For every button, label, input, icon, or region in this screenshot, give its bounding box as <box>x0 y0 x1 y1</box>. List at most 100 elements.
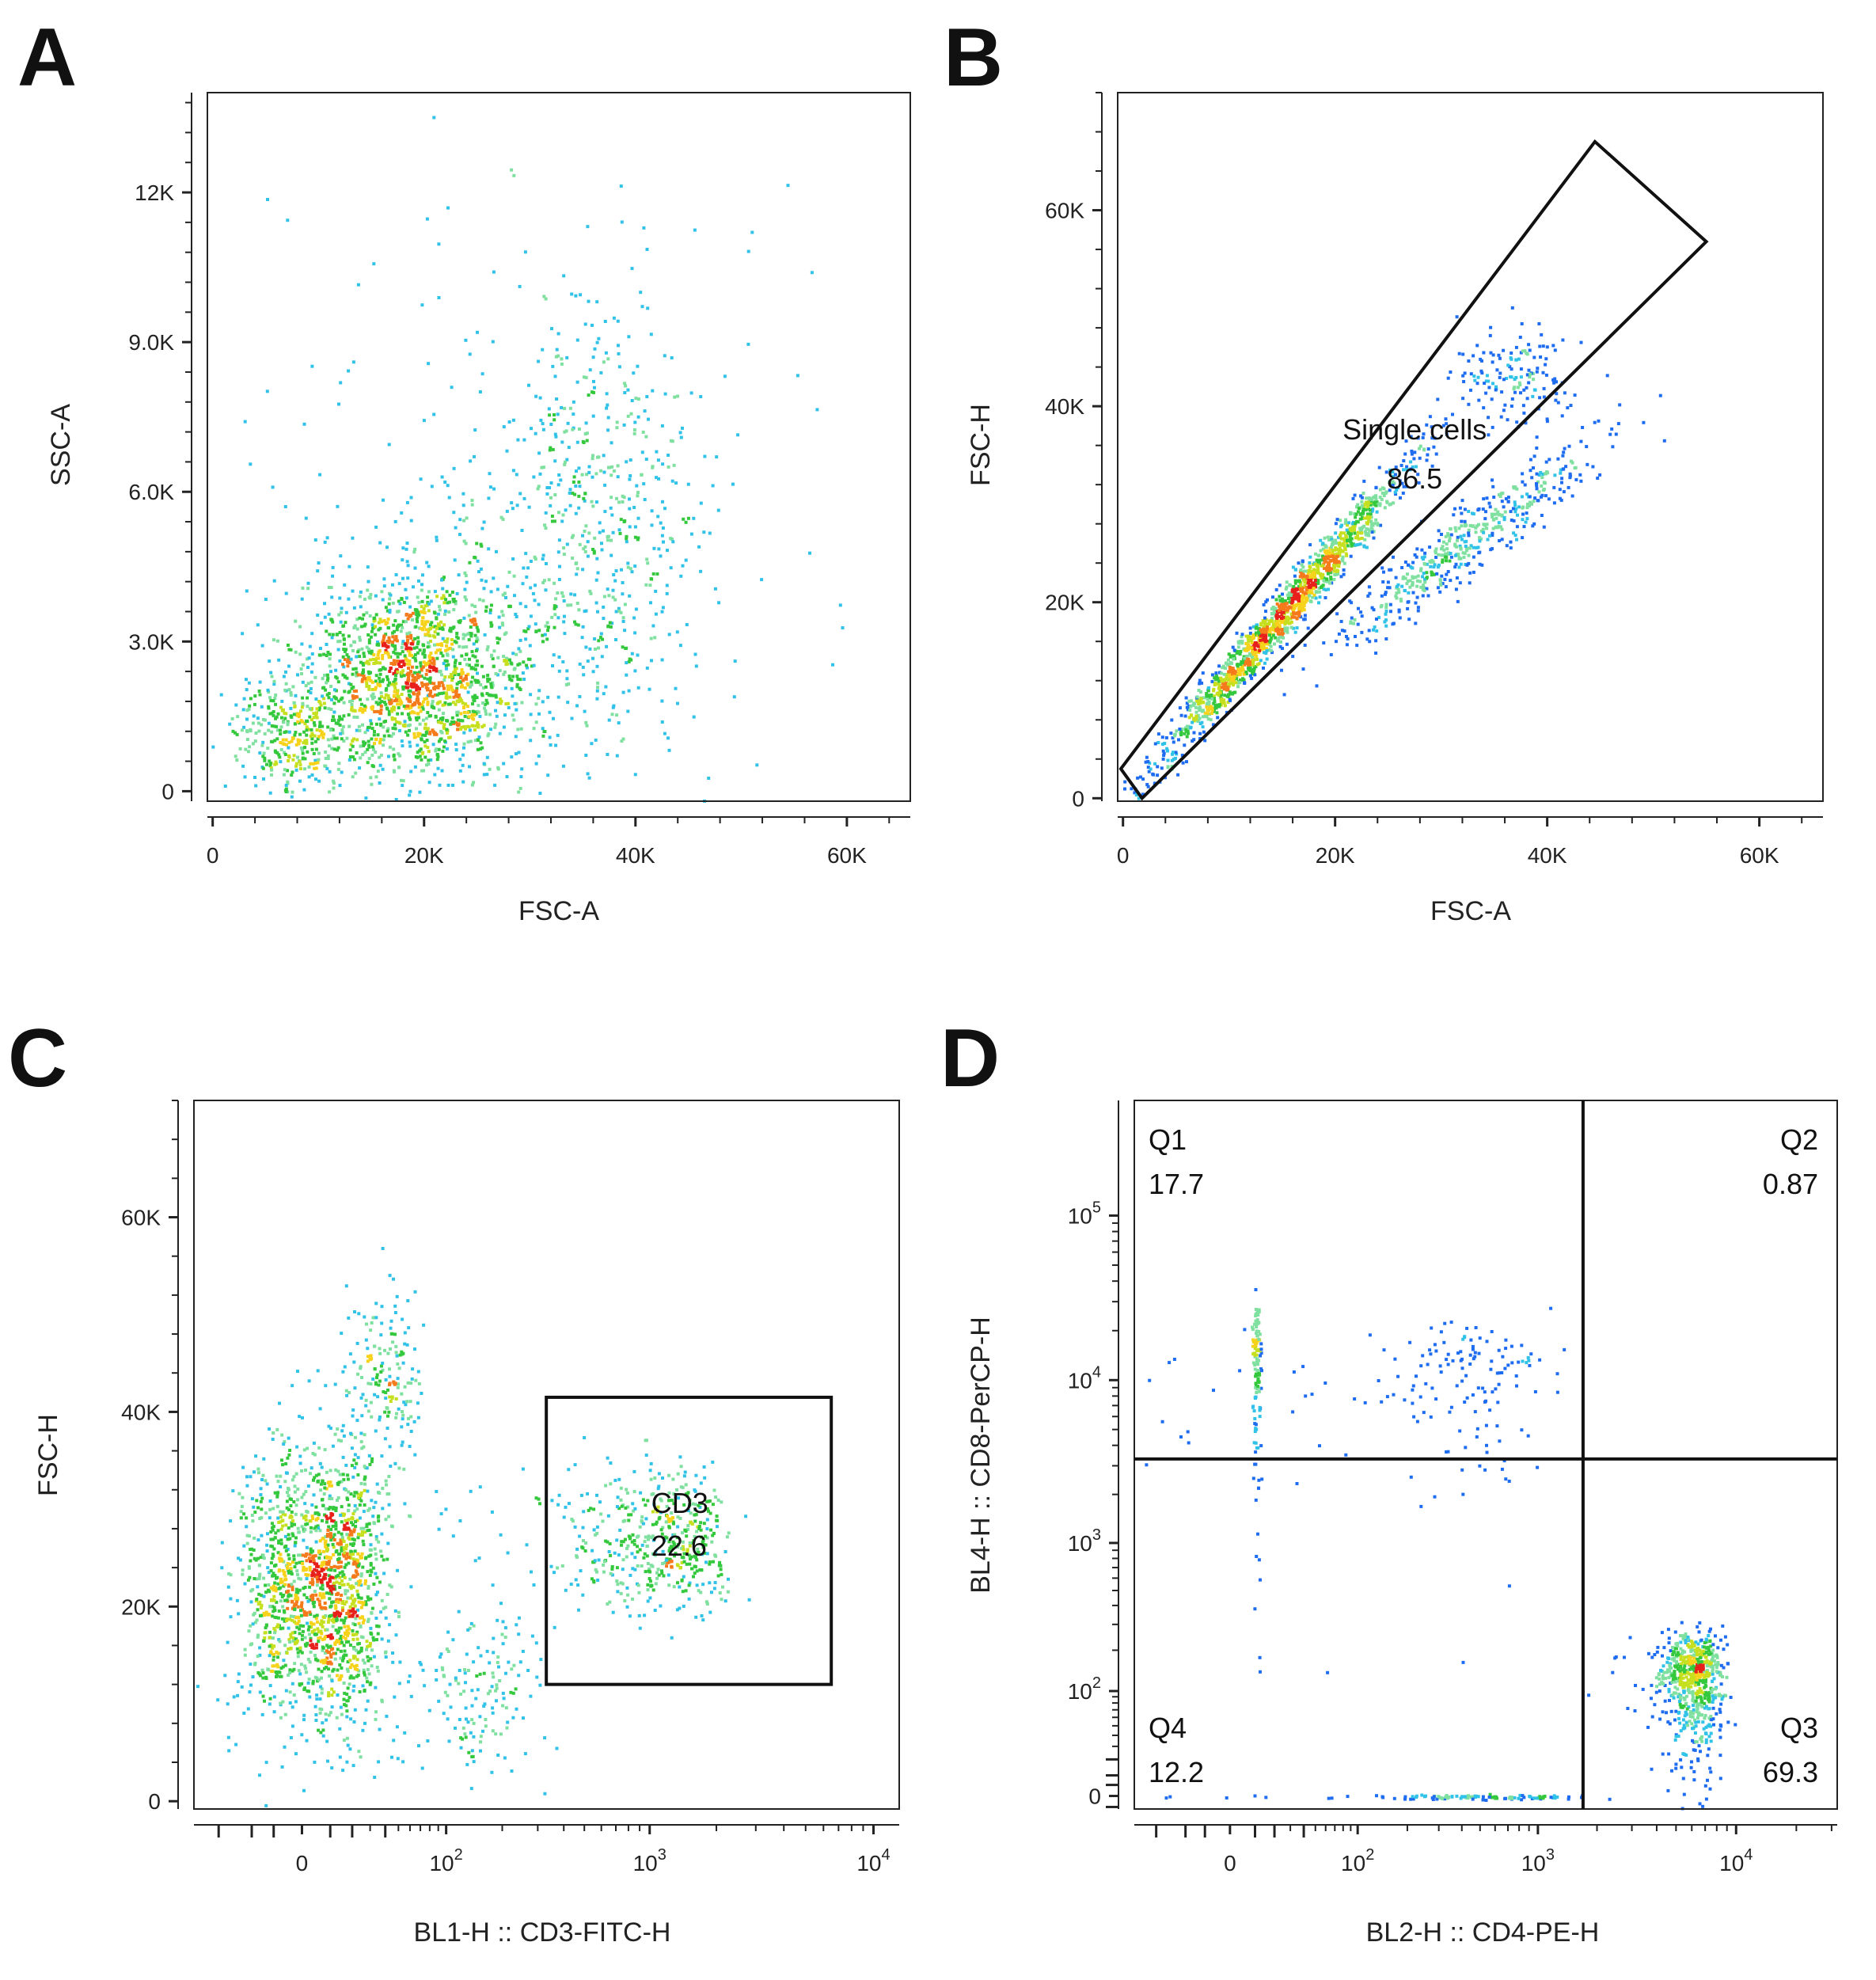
panel-a-event-dot <box>606 538 610 542</box>
panel-a-event-dot <box>498 732 502 735</box>
panel-a-event-dot <box>587 299 591 303</box>
panel-a-event-dot <box>394 682 398 686</box>
panel-a-event-dot <box>644 583 648 587</box>
panel-a-event-dot <box>256 721 260 725</box>
panel-b-event-dot <box>1535 487 1539 491</box>
panel-a-event-dot <box>366 697 370 701</box>
panel-b-event-dot <box>1298 587 1302 591</box>
panel-a-event-dot <box>560 519 564 523</box>
panel-b-event-dot <box>1178 728 1182 731</box>
panel-a-event-dot <box>708 531 712 535</box>
panel-b-event-dot <box>1175 729 1179 733</box>
panel-a-event-dot <box>605 406 609 410</box>
panel-a-event-dot <box>367 649 371 653</box>
panel-b-event-dot <box>1498 356 1502 360</box>
panel-b-event-dot <box>1509 540 1513 544</box>
panel-b-event-dot <box>1491 485 1495 488</box>
panel-a-event-dot <box>321 724 325 728</box>
panel-a-event-dot <box>554 743 558 747</box>
panel-a-event-dot <box>219 693 223 697</box>
panel-b-event-dot <box>1286 615 1289 619</box>
panel-a-event-dot <box>269 698 273 702</box>
panel-b-event-dot <box>1278 595 1282 599</box>
panel-b-event-dot <box>1328 555 1332 558</box>
panel-a-event-dot <box>392 747 396 751</box>
panel-a-event-dot <box>326 651 330 654</box>
panel-b-event-dot <box>1235 631 1239 635</box>
panel-a-event-dot <box>325 693 329 697</box>
panel-a-event-dot <box>381 656 385 660</box>
panel-b-event-dot <box>1141 792 1145 796</box>
panel-a-event-dot <box>329 586 333 590</box>
panel-a-event-dot <box>309 687 313 690</box>
panel-b-event-dot <box>1323 596 1327 599</box>
panel-b-event-dot <box>1498 375 1502 379</box>
panel-a-event-dot <box>359 697 363 701</box>
panel-a-event-dot <box>242 697 246 701</box>
panel-a-event-dot <box>272 638 275 642</box>
panel-b-event-dot <box>1555 392 1559 396</box>
panel-a-event-dot <box>494 695 498 699</box>
panel-a-event-dot <box>306 682 310 686</box>
panel-a-event-dot <box>352 606 356 610</box>
panel-a-event-dot <box>331 574 335 578</box>
panel-b-event-dot <box>1467 534 1471 538</box>
panel-a-event-dot <box>424 730 428 734</box>
panel-b-event-dot <box>1206 697 1210 701</box>
panel-a-event-dot <box>327 692 331 695</box>
panel-a-event-dot <box>606 624 610 628</box>
panel-a-event-dot <box>499 700 503 703</box>
panel-a-event-dot <box>436 754 440 758</box>
panel-a-event-dot <box>322 701 326 705</box>
panel-b-event-dot <box>1177 738 1180 742</box>
panel-a-event-dot <box>463 686 467 690</box>
panel-a-event-dot <box>271 739 275 743</box>
panel-b-event-dot <box>1297 607 1301 611</box>
panel-b-event-dot <box>1456 535 1460 539</box>
panel-b-event-dot <box>1529 372 1532 376</box>
panel-a-event-dot <box>732 695 736 699</box>
panel-b-event-dot <box>1357 507 1361 511</box>
panel-a-event-dot <box>262 777 265 781</box>
panel-b-event-dot <box>1367 629 1371 633</box>
panel-b-event-dot <box>1146 785 1150 789</box>
panel-a-event-dot <box>449 722 453 726</box>
panel-a-event-dot <box>577 506 581 510</box>
panel-a-event-dot <box>543 633 547 637</box>
panel-b-event-dot <box>1340 557 1344 561</box>
panel-a-event-dot <box>310 773 314 777</box>
panel-a-event-dot <box>395 697 398 701</box>
panel-a-event-dot <box>451 701 455 705</box>
panel-a-event-dot <box>646 561 650 565</box>
panel-a-event-dot <box>462 616 466 620</box>
panel-a-event-dot <box>516 678 520 681</box>
panel-a-event-dot <box>308 715 312 719</box>
panel-b-event-dot <box>1299 568 1303 572</box>
panel-a-event-dot <box>571 557 575 560</box>
panel-a-event-dot <box>290 715 294 719</box>
panel-a-event-dot <box>484 709 488 713</box>
panel-a-event-dot <box>236 715 240 719</box>
panel-a-event-dot <box>632 428 636 431</box>
panel-a-event-dot <box>415 727 418 731</box>
panel-b-x-axis: 0 20K 40K 60K <box>1117 816 1823 868</box>
panel-b-event-dot <box>1425 587 1429 591</box>
panel-a-event-dot <box>604 685 608 689</box>
panel-a-event-dot <box>537 697 541 701</box>
panel-a-event-dot <box>347 758 351 762</box>
panel-a-event-dot <box>476 721 480 724</box>
panel-a-event-dot <box>541 428 545 431</box>
panel-a-event-dot <box>549 446 553 450</box>
panel-b-event-dot <box>1527 381 1531 385</box>
panel-a-event-dot <box>480 664 484 668</box>
panel-a-event-dot <box>338 723 342 727</box>
panel-b-event-dot <box>1311 581 1315 585</box>
panel-a-event-dot <box>408 723 412 727</box>
panel-a-event-dot <box>636 538 640 542</box>
panel-b-event-dot <box>1344 521 1347 524</box>
panel-b-event-dot <box>1552 381 1556 385</box>
panel-b-event-dot <box>1250 656 1254 659</box>
panel-b-event-dot <box>1323 549 1327 553</box>
panel-b-event-dot <box>1342 531 1346 535</box>
